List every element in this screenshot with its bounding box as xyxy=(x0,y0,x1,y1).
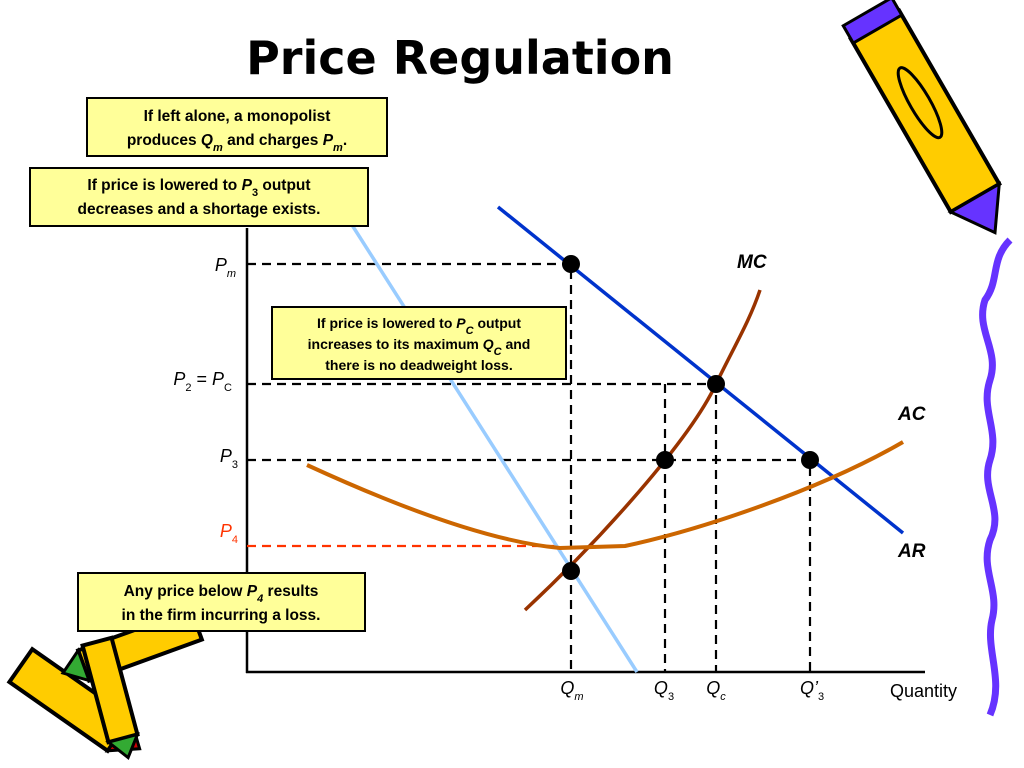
quantity-label: Q’3 xyxy=(800,678,824,703)
quantity-label: Q3 xyxy=(654,678,674,703)
text-part: P xyxy=(220,521,232,541)
pencil-top xyxy=(841,0,1002,235)
text-part: m xyxy=(574,691,583,703)
text-part: output xyxy=(258,177,311,194)
text-part: 2 xyxy=(185,382,191,394)
text-part: C xyxy=(494,346,503,358)
text-part: P xyxy=(323,132,334,149)
points xyxy=(562,255,819,580)
callout-line: increases to its maximum QC and xyxy=(308,336,531,358)
text-part: output xyxy=(474,315,522,331)
wavy-border xyxy=(979,237,1013,717)
text-part: 4 xyxy=(232,534,238,546)
text-part: P xyxy=(212,369,224,389)
callout-line: If price is lowered to P3 output xyxy=(87,177,310,199)
quantity-label: Qc xyxy=(706,678,726,703)
text-part: P xyxy=(173,369,185,389)
x-axis-label: Quantity xyxy=(890,681,957,701)
text-part: and xyxy=(502,336,531,352)
price-label: P3 xyxy=(220,446,238,471)
text-part: 3 xyxy=(232,459,238,471)
text-part: there is no deadweight loss. xyxy=(325,357,512,373)
text-part: produces xyxy=(127,132,201,149)
text-part: P xyxy=(220,446,232,466)
text-part: Q xyxy=(654,678,668,698)
text-part: Q’ xyxy=(800,678,819,698)
price-label: Pm xyxy=(215,255,236,280)
price-label: P2 = PC xyxy=(173,369,232,394)
text-part: Q xyxy=(483,336,494,352)
callout: If left alone, a monopolist produces Qm … xyxy=(86,97,388,157)
text-part: m xyxy=(227,268,236,280)
callout-line: Any price below P4 results xyxy=(124,583,319,605)
text-part: P xyxy=(215,255,227,275)
text-part: m xyxy=(213,142,223,154)
text-part: C xyxy=(466,325,475,337)
text-part: Q xyxy=(560,678,574,698)
curve-label: AC xyxy=(897,404,926,425)
pencil-bottom xyxy=(6,606,205,761)
title: Price Regulation xyxy=(246,31,674,85)
curve-label: MC xyxy=(737,252,767,273)
callout: If price is lowered to P3 output decreas… xyxy=(29,167,369,227)
text-part: = xyxy=(192,369,213,389)
curve-label: AR xyxy=(897,541,926,562)
text-part: If price is lowered to xyxy=(87,177,241,194)
text-part: . xyxy=(343,132,347,149)
callout: If price is lowered to PC output increas… xyxy=(271,306,567,380)
callout-line: decreases and a shortage exists. xyxy=(78,201,321,218)
callout-line: If left alone, a monopolist xyxy=(144,108,331,125)
price-label: P4 xyxy=(220,521,238,546)
text-part: 4 xyxy=(256,593,263,605)
text-part: 3 xyxy=(252,187,258,199)
text-part: in the firm incurring a loss. xyxy=(122,607,321,624)
text-part: c xyxy=(720,691,726,703)
text-part: P xyxy=(247,583,258,600)
text-part: and charges xyxy=(223,132,323,149)
ac-curve xyxy=(306,440,905,551)
quantity-label: Qm xyxy=(560,678,583,703)
text-part: results xyxy=(263,583,318,600)
callout-line: in the firm incurring a loss. xyxy=(122,607,321,624)
text-part: P xyxy=(456,315,466,331)
text-part: Q xyxy=(201,132,213,149)
text-part: C xyxy=(224,382,232,394)
text-part: decreases and a shortage exists. xyxy=(78,201,321,218)
text-part: 3 xyxy=(818,691,824,703)
text-part: Q xyxy=(706,678,720,698)
mc-curve xyxy=(523,289,762,612)
text-part: If left alone, a monopolist xyxy=(144,108,331,125)
text-part: 3 xyxy=(668,691,674,703)
mr-curve xyxy=(350,224,639,673)
text-part: P xyxy=(242,177,253,194)
callout-line: there is no deadweight loss. xyxy=(325,357,512,373)
text-part: If price is lowered to xyxy=(317,315,456,331)
text-part: m xyxy=(333,142,343,154)
callout-line: If price is lowered to PC output xyxy=(317,315,521,337)
text-part: increases to its maximum xyxy=(308,336,483,352)
callout-line: produces Qm and charges Pm. xyxy=(127,132,347,154)
callout: Any price below P4 results in the firm i… xyxy=(77,572,366,632)
text-part: Any price below xyxy=(124,583,247,600)
